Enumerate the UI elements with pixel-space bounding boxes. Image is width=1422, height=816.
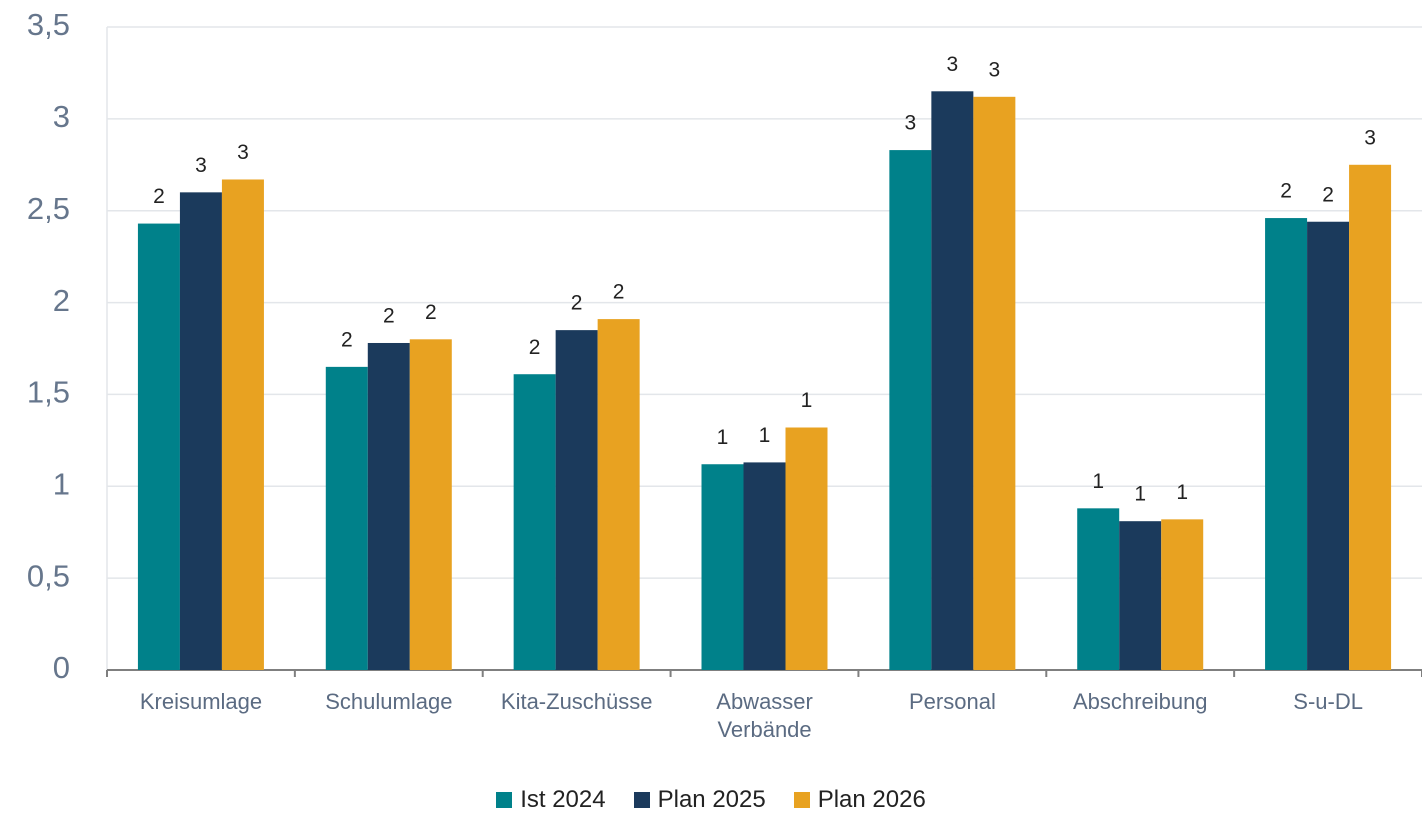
- bar: [555, 330, 598, 670]
- bar: [597, 319, 640, 670]
- data-label: 1: [801, 389, 813, 412]
- x-tick-label: Personal: [909, 689, 996, 714]
- bar: [1307, 221, 1350, 671]
- data-label: 2: [529, 336, 541, 359]
- data-label: 3: [1364, 126, 1376, 149]
- bar: [973, 96, 1016, 671]
- data-label: 1: [1092, 470, 1104, 493]
- x-tick-label: S-u-DL: [1293, 689, 1363, 714]
- x-tick-label: Abwasser Verbände: [716, 689, 813, 742]
- y-tick-label: 1,5: [27, 375, 70, 410]
- data-label: 3: [237, 141, 249, 164]
- legend-label: Plan 2025: [657, 786, 766, 813]
- data-label: 1: [717, 426, 729, 449]
- x-tick-label: Schulumlage: [325, 689, 453, 714]
- bar: [179, 192, 222, 671]
- y-tick-label: 0,5: [27, 558, 70, 593]
- y-tick-label: 3: [53, 99, 70, 134]
- legend-swatch: [793, 792, 810, 808]
- legend-swatch: [633, 792, 650, 808]
- data-label: 2: [153, 185, 165, 208]
- y-tick-label: 3,5: [27, 7, 70, 42]
- data-label: 3: [195, 154, 207, 177]
- bar: [221, 179, 264, 671]
- bar: [513, 374, 556, 670]
- legend: Ist 2024 Plan 2025 Plan 2026: [0, 786, 1422, 814]
- legend-label: Plan 2026: [817, 786, 926, 813]
- data-label: 2: [1322, 183, 1334, 206]
- bar: [367, 342, 410, 670]
- bar: [1265, 218, 1308, 670]
- y-tick-label: 2: [53, 283, 70, 318]
- bar: [889, 150, 932, 671]
- y-tick-label: 1: [53, 466, 70, 501]
- x-tick-label: Kreisumlage: [139, 689, 263, 714]
- legend-item: Plan 2026: [793, 786, 926, 814]
- data-label: 3: [905, 112, 917, 135]
- bar: [137, 223, 180, 670]
- legend-item: Plan 2025: [633, 786, 766, 814]
- data-label: 1: [759, 424, 771, 447]
- legend-swatch: [496, 792, 513, 808]
- legend-label: Ist 2024: [520, 786, 606, 813]
- bar: [701, 464, 744, 670]
- bar: [1349, 164, 1392, 671]
- y-tick-label: 0: [53, 650, 70, 685]
- bar: [1077, 508, 1120, 670]
- x-tick-label: Abschreibung: [1073, 689, 1208, 714]
- data-label: 2: [341, 328, 353, 351]
- bar: [743, 462, 786, 670]
- legend-item: Ist 2024: [496, 786, 606, 814]
- bar: [1119, 521, 1162, 670]
- bar: [325, 366, 368, 670]
- data-label: 2: [571, 292, 583, 315]
- bar: [785, 427, 828, 670]
- data-label: 3: [989, 58, 1001, 81]
- y-tick-label: 2,5: [27, 191, 70, 226]
- bar: [931, 91, 974, 671]
- bar: [409, 339, 452, 670]
- data-label: 2: [1280, 180, 1292, 203]
- data-label: 1: [1134, 483, 1146, 506]
- bar: [1161, 519, 1204, 670]
- data-label: 1: [1176, 481, 1188, 504]
- data-label: 2: [425, 301, 437, 324]
- data-label: 3: [947, 53, 959, 76]
- data-label: 2: [383, 305, 395, 328]
- data-label: 2: [613, 281, 625, 304]
- x-tick-label: Kita-Zuschüsse: [500, 689, 653, 714]
